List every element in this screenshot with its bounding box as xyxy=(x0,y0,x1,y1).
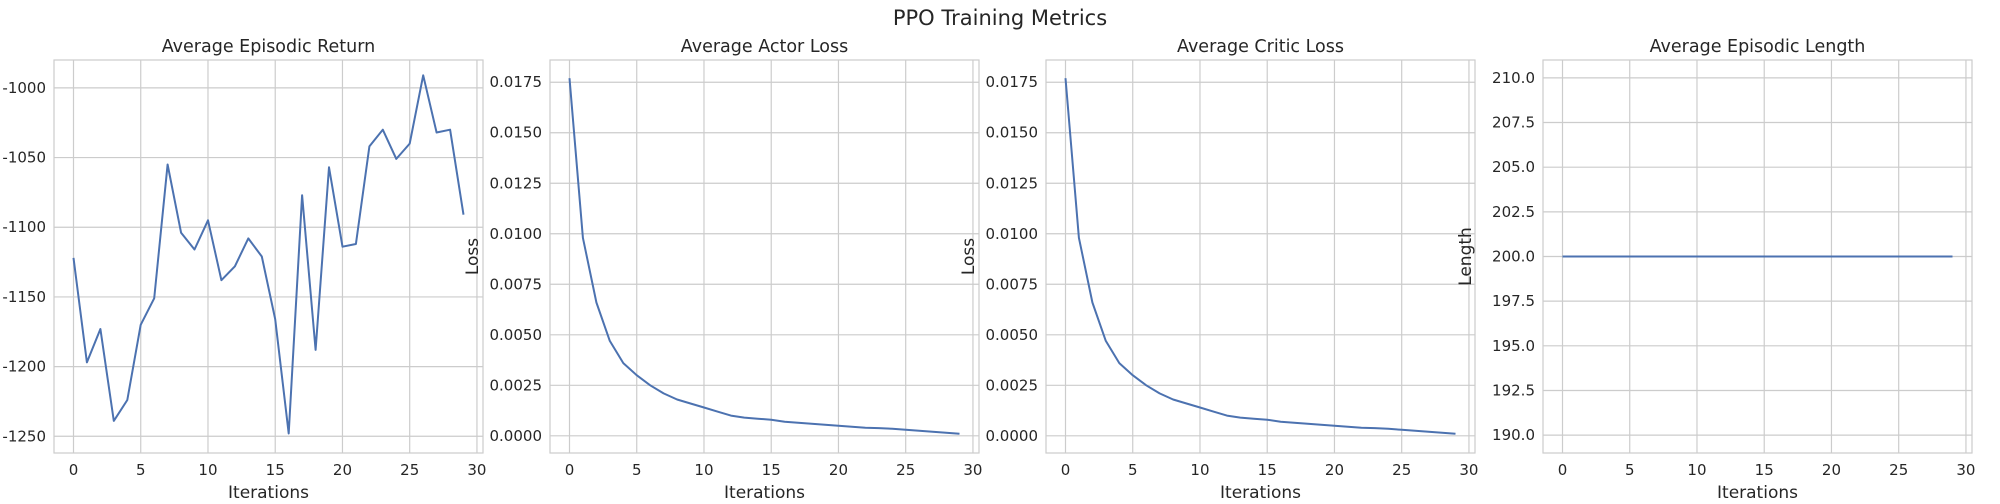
panel-title: Average Critic Loss xyxy=(1177,37,1344,57)
y-tick-label: 0.0050 xyxy=(986,326,1039,344)
y-tick-label: -1250 xyxy=(2,427,46,445)
x-tick-label: 5 xyxy=(136,461,146,479)
y-tick-label: 197.5 xyxy=(1492,292,1535,310)
x-tick-label: 15 xyxy=(1258,461,1277,479)
x-tick-label: 10 xyxy=(198,461,217,479)
y-tick-label: 190.0 xyxy=(1492,426,1535,444)
y-tick-label: 0.0100 xyxy=(490,225,543,243)
y-tick-label: 0.0125 xyxy=(490,174,543,192)
x-tick-label: 0 xyxy=(1061,461,1071,479)
x-tick-label: 25 xyxy=(1392,461,1411,479)
y-tick-label: 207.5 xyxy=(1492,114,1535,132)
chart-panel-3: 0.0000 0.0025 0.0050 0.0075 0.0100 0.0125 0.01… xyxy=(959,37,1478,503)
y-tick-label: 0.0025 xyxy=(986,376,1039,394)
y-tick-label: 205.0 xyxy=(1492,158,1535,176)
chart-panel-1: -1250 -1200 -1150 -1100 -1050 -1000 0 5 10 15 20 25… xyxy=(2,37,486,503)
y-tick-label: -1050 xyxy=(2,149,46,167)
x-axis-label: Iterations xyxy=(1220,483,1301,500)
x-tick-label: 30 xyxy=(1956,461,1975,479)
x-tick-label: 30 xyxy=(467,461,486,479)
x-axis-label: Iterations xyxy=(724,483,805,500)
x-tick-label: 5 xyxy=(1625,461,1635,479)
x-tick-label: 25 xyxy=(896,461,915,479)
axes-frame xyxy=(53,59,484,454)
x-tick-label: 5 xyxy=(1128,461,1138,479)
x-axis-label: Iterations xyxy=(1717,483,1798,500)
x-tick-label: 10 xyxy=(1190,461,1209,479)
x-tick-label: 0 xyxy=(565,461,575,479)
x-tick-label: 25 xyxy=(1889,461,1908,479)
y-tick-label: -1200 xyxy=(2,358,46,376)
x-tick-label: 25 xyxy=(400,461,419,479)
figure-title: PPO Training Metrics xyxy=(893,6,1107,30)
y-tick-label: 0.0000 xyxy=(986,427,1039,445)
y-tick-label: 0.0125 xyxy=(986,174,1039,192)
y-tick-label: 0.0100 xyxy=(986,225,1039,243)
y-tick-label: -1000 xyxy=(2,79,46,97)
y-tick-label: 200.0 xyxy=(1492,248,1535,266)
panel-title: Average Actor Loss xyxy=(681,37,848,57)
x-tick-label: 20 xyxy=(829,461,848,479)
x-tick-label: 30 xyxy=(1459,461,1478,479)
x-tick-label: 30 xyxy=(963,461,982,479)
x-tick-label: 15 xyxy=(266,461,285,479)
x-tick-label: 5 xyxy=(632,461,642,479)
y-tick-label: -1150 xyxy=(2,288,46,306)
y-tick-label: 0.0000 xyxy=(490,427,543,445)
panel-title: Average Episodic Length xyxy=(1650,37,1866,57)
x-axis-label: Iterations xyxy=(228,483,309,500)
chart-panel-2: 0.0000 0.0025 0.0050 0.0075 0.0100 0.0125 0.01… xyxy=(463,37,982,503)
series-line xyxy=(72,74,465,435)
y-tick-label: 0.0025 xyxy=(490,376,543,394)
y-axis-label: Loss xyxy=(959,238,979,275)
y-tick-label: 0.0075 xyxy=(490,275,543,293)
y-tick-label: -1100 xyxy=(2,218,46,236)
axes-frame xyxy=(1542,59,1973,454)
series-line xyxy=(1064,78,1456,435)
y-tick-label: 0.0150 xyxy=(490,124,543,142)
x-tick-label: 15 xyxy=(1755,461,1774,479)
y-axis-label: Length xyxy=(1456,227,1476,286)
y-tick-label: 210.0 xyxy=(1492,69,1535,87)
y-axis-label: Loss xyxy=(463,238,483,275)
x-tick-label: 20 xyxy=(333,461,352,479)
x-tick-label: 20 xyxy=(1325,461,1344,479)
panel-title: Average Episodic Return xyxy=(162,37,376,57)
x-tick-label: 0 xyxy=(1558,461,1568,479)
y-tick-label: 192.5 xyxy=(1492,381,1535,399)
y-tick-label: 0.0075 xyxy=(986,275,1039,293)
y-tick-label: 0.0150 xyxy=(986,124,1039,142)
x-tick-label: 0 xyxy=(69,461,79,479)
x-tick-label: 20 xyxy=(1822,461,1841,479)
chart-panel-4: 190.0 192.5 195.0 197.5 200.0 202.5 205.0 207.5… xyxy=(1456,37,1975,503)
y-tick-label: 0.0050 xyxy=(490,326,543,344)
y-tick-label: 0.0175 xyxy=(986,73,1039,91)
x-tick-label: 10 xyxy=(1687,461,1706,479)
series-line xyxy=(568,78,960,435)
x-tick-label: 10 xyxy=(694,461,713,479)
axes-frame xyxy=(1045,59,1476,454)
y-tick-label: 202.5 xyxy=(1492,203,1535,221)
axes-frame xyxy=(549,59,980,454)
y-tick-label: 195.0 xyxy=(1492,337,1535,355)
y-tick-label: 0.0175 xyxy=(490,73,543,91)
x-tick-label: 15 xyxy=(762,461,781,479)
